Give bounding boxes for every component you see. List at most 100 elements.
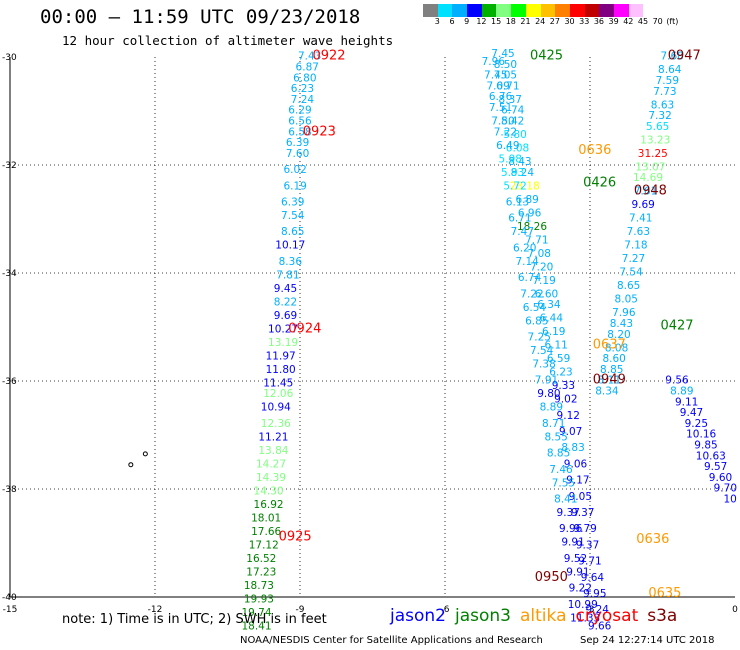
data-value-jason3: 5.80 (503, 129, 526, 141)
data-value-jason3: 8.50 (494, 59, 517, 71)
track-time-label: 0922 (312, 49, 345, 64)
data-value-jason2: 7.91 (535, 375, 558, 387)
data-value-cryosat: 19.93 (244, 593, 274, 605)
x-tick-label: -6 (441, 605, 450, 615)
data-value-cryosat: 7.60 (286, 148, 309, 160)
data-value-jason3: 6.89 (515, 194, 538, 206)
color-swatch (613, 4, 629, 17)
color-scale-ticks: 3 6 9 12 15 18 21 24 27 30 33 36 39 42 45 70 (ft) (430, 17, 680, 26)
data-value-cryosat: 6.58 (288, 126, 311, 138)
data-value-jason3: 7.19 (532, 275, 555, 287)
color-scale-legend: 3 6 9 12 15 18 21 24 27 30 33 36 39 42 45 70 (ft) (423, 4, 680, 26)
y-tick-label: -32 (2, 161, 17, 171)
data-value-cryosat: 14.27 (256, 458, 286, 470)
color-scale-tick-label: 6 (449, 17, 455, 26)
data-value-s3a: 14.69 (633, 172, 663, 184)
data-value-cryosat: 6.39 (281, 197, 304, 209)
data-value-cryosat: 6.87 (296, 62, 319, 74)
data-value-jason2: 9.37 (557, 507, 580, 519)
track-time-label: 0923 (303, 124, 336, 139)
color-swatch (525, 4, 541, 17)
data-value-s3a: 9.47 (680, 407, 703, 419)
data-value-s3a: 8.11 (598, 375, 621, 387)
data-value-cryosat: 11.21 (258, 431, 288, 443)
color-swatch (423, 4, 438, 17)
y-tick-label: -40 (2, 593, 17, 603)
data-value-jason3: 18.26 (517, 221, 547, 233)
data-value-s3a: 7.27 (622, 253, 645, 265)
color-swatch (467, 4, 482, 17)
data-value-jason3: 9.02 (554, 394, 577, 406)
data-value-jason2: 6.49 (496, 140, 519, 152)
data-value-jason3: 6.44 (540, 313, 564, 325)
data-value-cryosat: 16.52 (246, 553, 276, 565)
data-value-cryosat: 17.66 (251, 526, 281, 538)
color-swatch (452, 4, 468, 17)
data-value-s3a: 13.23 (640, 134, 670, 146)
track-time-label: 0635 (648, 586, 681, 601)
data-value-s3a: 8.60 (602, 353, 625, 365)
data-value-s3a: 9.11 (675, 396, 698, 408)
color-scale-tick-label: 9 (464, 17, 470, 26)
data-value-jason3: 6.08 (506, 143, 529, 155)
data-value-jason2: 7.09 (486, 80, 509, 92)
color-swatch (496, 4, 512, 17)
data-value-jason3: 9.06 (564, 458, 588, 470)
data-value-s3a: 7.59 (656, 75, 679, 87)
data-value-s3a: 7.54 (619, 267, 643, 279)
data-value-cryosat: 17.12 (249, 539, 279, 551)
color-swatch (481, 4, 497, 17)
y-tick-label: -38 (2, 485, 17, 495)
data-value-cryosat: 6.02 (283, 164, 306, 176)
data-value-jason2: 5.72 (503, 180, 526, 192)
data-value-cryosat: 10.27 (268, 323, 298, 335)
data-value-jason2: 7.55 (552, 477, 575, 489)
y-tick-label: -30 (2, 53, 17, 63)
data-value-cryosat: 12.06 (263, 388, 293, 400)
data-value-cryosat: 7.81 (276, 269, 299, 281)
color-swatch (643, 4, 658, 17)
x-tick-label: -3 (586, 605, 595, 615)
data-value-jason3: 6.60 (535, 288, 558, 300)
data-value-s3a: 8.89 (670, 386, 693, 398)
color-scale-tick-label: 21 (520, 17, 531, 26)
data-value-jason3: 6.19 (542, 326, 565, 338)
color-scale-swatches (423, 4, 680, 17)
data-value-cryosat: 14.30 (254, 485, 284, 497)
satellite-legend-s3a: s3a (647, 606, 678, 626)
data-value-jason2: 9.96 (559, 523, 583, 535)
data-value-jason3: 6.96 (518, 207, 542, 219)
data-value-s3a: 31.25 (638, 148, 668, 160)
data-value-jason2: 6.71 (508, 213, 531, 225)
color-swatch (584, 4, 600, 17)
data-value-jason3: 6.71 (496, 80, 519, 92)
data-value-jason2: 7.54 (530, 345, 554, 357)
color-scale-tick-label: (ft) (666, 17, 679, 26)
track-time-label: 0426 (583, 176, 616, 191)
data-value-cryosat: 11.80 (266, 364, 296, 376)
data-value-jason2: 9.22 (569, 583, 592, 595)
color-scale-tick-label: 33 (579, 17, 590, 26)
data-value-jason3: 9.37 (576, 539, 599, 551)
data-value-jason2: 11.33 (570, 612, 600, 624)
data-value-cryosat: 6.39 (286, 137, 309, 149)
data-value-s3a: 7.96 (612, 307, 636, 319)
color-swatch (599, 4, 614, 17)
data-value-cryosat: 18.01 (251, 512, 281, 524)
track-time-label: 0637 (593, 338, 626, 353)
data-value-jason2: 8.71 (542, 418, 565, 430)
data-value-jason3: 23.18 (510, 180, 540, 192)
data-value-jason2: 6.85 (525, 315, 548, 327)
data-value-jason3: 9.79 (573, 523, 596, 535)
data-value-s3a: 8.34 (595, 386, 619, 398)
track-time-label: 0949 (593, 373, 626, 388)
color-swatch (555, 4, 570, 17)
data-value-s3a: 9.25 (685, 418, 708, 430)
track-time-label: 0950 (535, 570, 568, 585)
data-value-cryosat: 18.41 (241, 620, 271, 632)
data-value-jason3: 6.74 (501, 105, 525, 117)
color-scale-tick-label: 27 (549, 17, 560, 26)
data-value-cryosat: 8.22 (274, 296, 297, 308)
data-value-s3a: 10.16 (686, 429, 716, 441)
